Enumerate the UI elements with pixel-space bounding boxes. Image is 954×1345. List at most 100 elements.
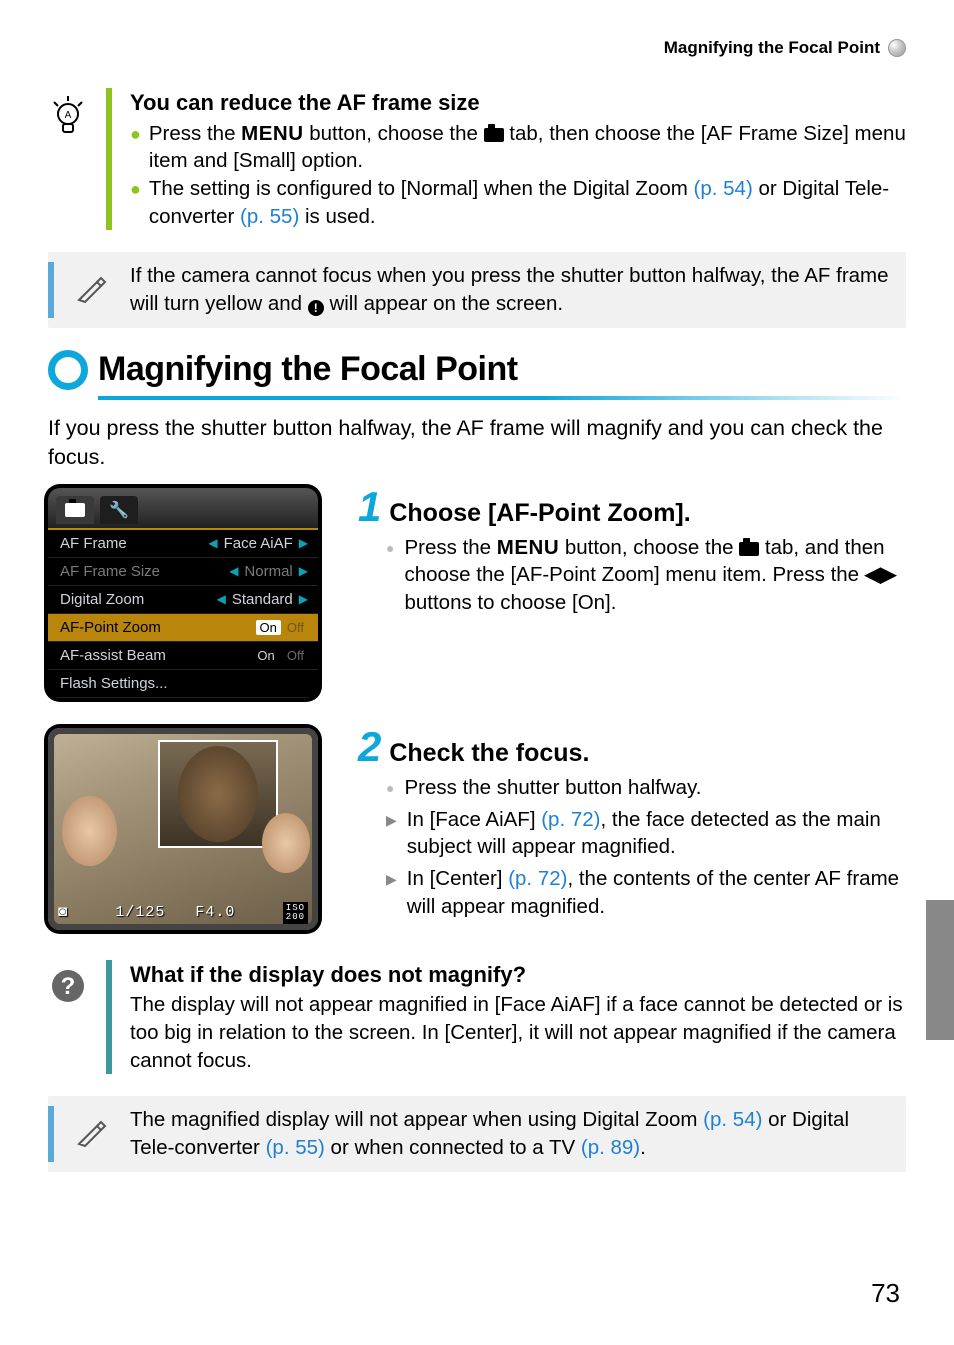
note-block: If the camera cannot focus when you pres… [48,252,906,327]
iso-badge: ISO 200 [283,902,308,924]
tip-body: You can reduce the AF frame size ● Press… [130,88,906,230]
tip-bullet-2: The setting is configured to [Normal] wh… [149,175,906,230]
pencil-note-icon [72,262,112,304]
tools-tab-icon: 🔧 [100,496,138,524]
menu-tabs: 🔧 [48,488,318,530]
photo-hud: ◙ 1/125 F4.0 ISO 200 [48,902,318,924]
menu-row-label: AF-assist Beam [60,647,180,664]
step-number-1: 1 [358,488,381,526]
aperture-value: F4.0 [195,904,235,921]
page-ref[interactable]: (p. 55) [266,1136,325,1159]
menu-row: AF Frame◀Face AiAF▶ [48,530,318,558]
triangle-bullet-icon: ▶ [386,865,397,920]
photo-screenshot: ◙ 1/125 F4.0 ISO 200 [48,728,328,930]
menu-row-label: Flash Settings... [60,675,180,692]
page-ref[interactable]: (p. 72) [541,808,600,831]
face-illustration [178,746,258,842]
shutter-speed: 1/125 [115,904,165,921]
question-title: What if the display does not magnify? [130,960,906,990]
header-title: Magnifying the Focal Point [664,38,880,58]
page-ref[interactable]: (p. 89) [581,1136,640,1159]
svg-text:?: ? [61,973,76,1000]
left-arrow-icon: ◀ [217,592,226,606]
camera-tab-icon [56,496,94,524]
page-ref[interactable]: (p. 55) [240,205,299,228]
review-icon: ◙ [58,904,68,921]
note-body: The magnified display will not appear wh… [130,1106,898,1161]
page-ref[interactable]: (p. 54) [703,1108,762,1131]
note-bar [48,262,54,317]
header-dot-icon [888,39,906,57]
right-arrow-icon: ▶ [299,564,308,578]
step-2-title: Check the focus. [389,739,589,768]
left-arrow-icon: ◀ [208,536,217,550]
face-illustration [62,796,117,866]
heading-circle-icon [48,350,88,390]
menu-row-label: AF-Point Zoom [60,619,180,636]
camera-icon [484,128,504,142]
toggle-off: Off [283,620,308,635]
pencil-note-icon [72,1106,112,1148]
page-number: 73 [871,1278,900,1309]
menu-word-icon: MENU [497,536,559,559]
menu-row-label: AF Frame [60,535,180,552]
menu-row: Flash Settings... [48,670,318,698]
bullet-icon: ● [130,175,141,230]
page-header: Magnifying the Focal Point [48,38,906,58]
menu-row: AF-assist Beam On Off [48,642,318,670]
face-illustration [262,813,310,873]
menu-row: AF Frame Size ◀ Normal ▶ [48,558,318,586]
tip-bullet-1: Press the MENU button, choose the tab, t… [149,120,906,175]
tip-bar [106,88,112,230]
menu-row-value: Face AiAF [224,535,293,552]
step-1-body: Press the MENU button, choose the tab, a… [404,534,906,617]
circle-bullet-icon: ● [386,534,394,617]
step-2-bullet-3: In [Center] (p. 72), the contents of the… [407,865,906,920]
warning-icon: ! [308,300,324,316]
step-2-bullet-2: In [Face AiAF] (p. 72), the face detecte… [407,806,906,861]
menu-row-label: AF Frame Size [60,563,180,580]
menu-word-icon: MENU [241,122,303,145]
bullet-icon: ● [130,120,141,175]
section-intro: If you press the shutter button halfway,… [48,414,906,472]
note-body: If the camera cannot focus when you pres… [130,262,898,317]
triangle-bullet-icon: ▶ [386,806,397,861]
section-title: Magnifying the Focal Point [98,350,518,389]
right-arrow-icon: ▶ [299,592,308,606]
toggle-off: Off [283,648,308,663]
circle-bullet-icon: ● [386,774,394,802]
camera-icon [739,542,759,556]
menu-screenshot: 🔧 AF Frame ◀ Face AiAF ▶ AF Frame Size ◀ Norma… [48,488,328,698]
menu-row-label: Digital Zoom [60,591,180,608]
left-arrow-icon: ◀ [229,564,238,578]
section-heading: Magnifying the Focal Point [48,350,906,390]
question-bar [106,960,112,1075]
question-body: What if the display does not magnify? Th… [130,960,906,1075]
magnified-inset [158,740,278,848]
menu-row: AF-Point Zoom OnOff [48,614,318,642]
tip-title: You can reduce the AF frame size [130,88,906,118]
svg-text:A: A [65,110,72,121]
tip-block: A You can reduce the AF frame size ● Pre… [48,88,906,230]
note-block: The magnified display will not appear wh… [48,1096,906,1171]
note-bar [48,1106,54,1161]
toggle-on: On [253,648,278,663]
toggle-on: On [256,620,281,635]
question-block: ? What if the display does not magnify? … [48,960,906,1075]
page-ref[interactable]: (p. 54) [694,177,753,200]
step-2-bullet-1: Press the shutter button halfway. [404,774,701,802]
question-text: The display will not appear magnified in… [130,991,906,1074]
heading-underline [98,396,906,400]
page-ref[interactable]: (p. 72) [508,867,567,890]
menu-row-value: Standard [232,591,293,608]
step-1-title: Choose [AF-Point Zoom]. [389,499,690,528]
step-number-2: 2 [358,728,381,766]
question-icon: ? [48,960,88,1004]
step-1: 🔧 AF Frame ◀ Face AiAF ▶ AF Frame Size ◀ Norma… [48,488,906,698]
left-right-icon: ◀▶ [865,563,897,586]
step-2: ◙ 1/125 F4.0 ISO 200 2 Check the focus. … [48,728,906,930]
lightbulb-icon: A [48,88,88,138]
menu-row-value: Normal [244,563,292,580]
side-tab [926,900,954,1040]
menu-row: Digital Zoom ◀ Standard ▶ [48,586,318,614]
